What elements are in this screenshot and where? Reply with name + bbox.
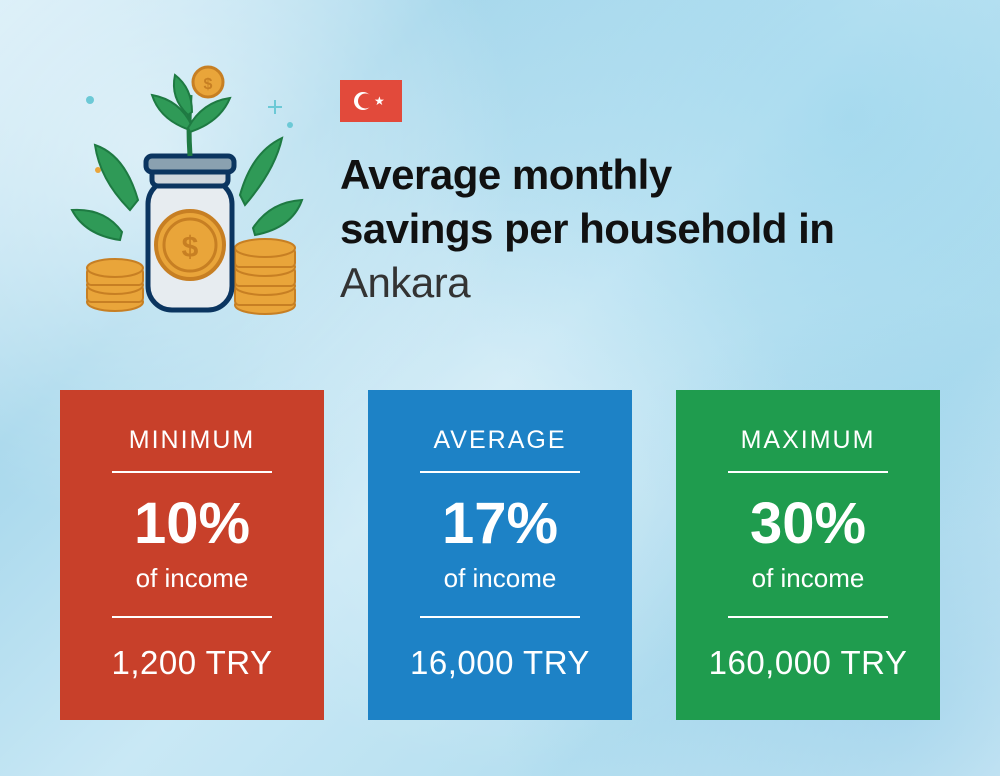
card-amount: 16,000 TRY bbox=[410, 644, 590, 682]
card-percent: 10% bbox=[134, 495, 250, 553]
turkey-flag-icon: ★ bbox=[340, 80, 402, 122]
card-label: MINIMUM bbox=[129, 426, 255, 455]
card-amount: 1,200 TRY bbox=[111, 644, 272, 682]
divider bbox=[728, 471, 888, 473]
title-block: ★ Average monthly savings per household … bbox=[340, 60, 940, 309]
card-minimum: MINIMUM 10% of income 1,200 TRY bbox=[60, 390, 324, 720]
title-line-1: Average monthly bbox=[340, 151, 672, 198]
title-line-2: savings per household in bbox=[340, 205, 834, 252]
stat-cards: MINIMUM 10% of income 1,200 TRY AVERAGE … bbox=[60, 390, 940, 720]
card-average: AVERAGE 17% of income 16,000 TRY bbox=[368, 390, 632, 720]
header: $ $ ★ Average monthly savings per househ… bbox=[60, 60, 940, 320]
savings-jar-icon: $ $ bbox=[60, 60, 310, 320]
card-percent: 17% bbox=[442, 495, 558, 553]
card-sublabel: of income bbox=[136, 563, 249, 594]
divider bbox=[728, 616, 888, 618]
svg-text:$: $ bbox=[182, 231, 199, 264]
page-title: Average monthly savings per household in… bbox=[340, 148, 940, 309]
card-label: MAXIMUM bbox=[741, 426, 876, 455]
divider bbox=[420, 471, 580, 473]
divider bbox=[112, 471, 272, 473]
card-sublabel: of income bbox=[444, 563, 557, 594]
card-percent: 30% bbox=[750, 495, 866, 553]
title-city: Ankara bbox=[340, 259, 470, 306]
divider bbox=[420, 616, 580, 618]
svg-text:$: $ bbox=[204, 76, 213, 93]
card-maximum: MAXIMUM 30% of income 160,000 TRY bbox=[676, 390, 940, 720]
card-amount: 160,000 TRY bbox=[709, 644, 908, 682]
card-sublabel: of income bbox=[752, 563, 865, 594]
divider bbox=[112, 616, 272, 618]
card-label: AVERAGE bbox=[433, 426, 566, 455]
